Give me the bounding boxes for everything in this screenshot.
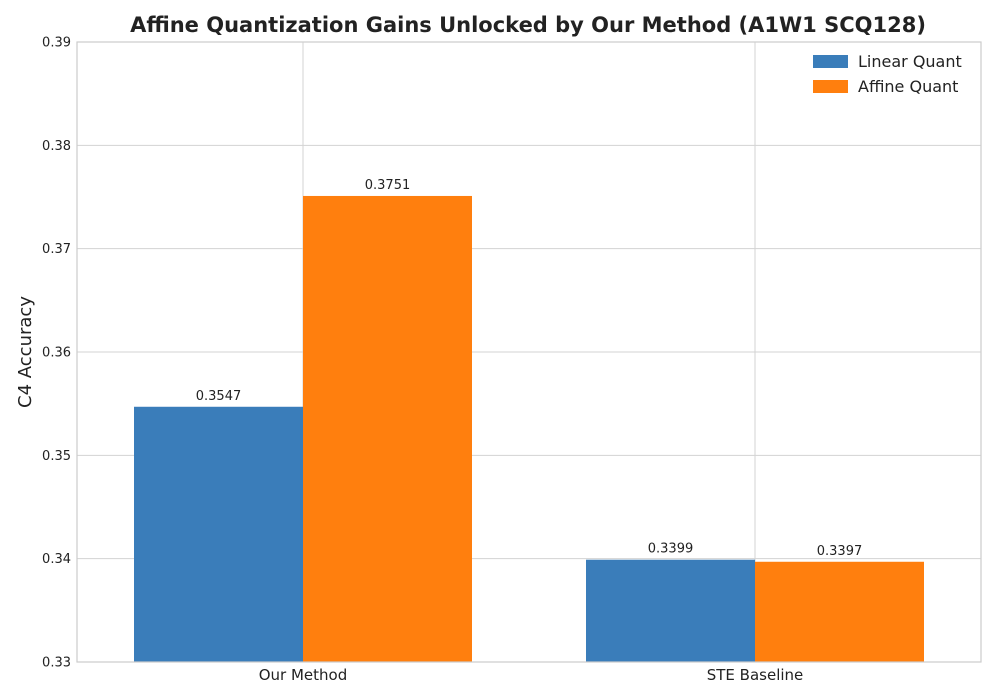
x-tick-label: Our Method (259, 666, 348, 684)
bar-linear-quant (586, 559, 755, 662)
data-labels-layer: 0.3547 0.3399 0.3751 0.3397 (196, 178, 863, 559)
legend-swatch (813, 80, 848, 93)
y-tick-label: 0.39 (42, 36, 71, 51)
legend-label: Affine Quant (858, 77, 958, 96)
bar-affine-quant (303, 195, 472, 662)
legend-swatch (813, 55, 848, 68)
bar-value-label: 0.3751 (365, 178, 411, 193)
bar-linear-quant (134, 406, 303, 662)
y-tick-label: 0.38 (42, 139, 71, 154)
x-tick-label: STE Baseline (707, 666, 804, 684)
bar-value-label: 0.3397 (817, 544, 863, 559)
bar-affine-quant (755, 561, 924, 662)
y-tick-label: 0.35 (42, 449, 71, 464)
y-axis-label: C4 Accuracy (15, 296, 36, 408)
ticks-layer: 0.33 0.34 0.35 0.36 0.37 0.38 0.39 Our Method ST… (42, 36, 803, 685)
y-tick-label: 0.37 (42, 242, 71, 257)
legend-label: Linear Quant (858, 52, 962, 71)
legend: Linear Quant Affine Quant (813, 52, 962, 96)
plot-frame (76, 41, 982, 663)
bar-value-label: 0.3399 (648, 542, 694, 557)
y-tick-label: 0.33 (42, 656, 71, 671)
bars-layer (134, 195, 924, 662)
chart-title: Affine Quantization Gains Unlocked by Ou… (130, 13, 926, 37)
y-tick-label: 0.34 (42, 552, 71, 567)
y-tick-label: 0.36 (42, 346, 71, 361)
bar-value-label: 0.3547 (196, 389, 242, 404)
